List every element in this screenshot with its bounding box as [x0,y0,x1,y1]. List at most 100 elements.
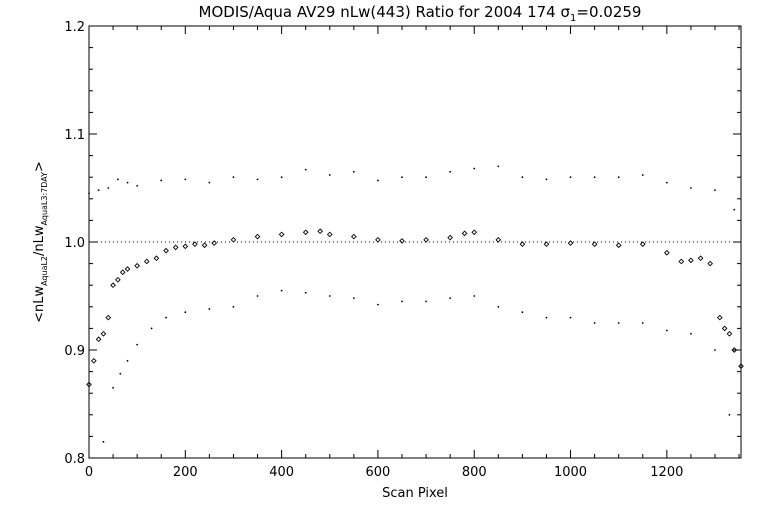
mean-ratio-point [153,255,160,262]
mean-ratio-point [143,258,150,265]
mean-ratio-point [495,237,502,243]
lower-bound-point [569,316,572,319]
y-axis-label-prefix: <nLw [32,286,47,323]
mean-ratio-point [134,262,140,269]
mean-ratio-point [115,276,121,283]
upper-bound-point [497,165,500,168]
y-tick-label: 1.0 [64,236,85,251]
upper-bound-point [449,170,452,173]
upper-bound-point [88,192,90,195]
mean-ratio-point [707,260,714,267]
x-axis-label: Scan Pixel [382,486,448,501]
mean-ratio-point [110,282,116,289]
lower-bound-point [593,322,596,324]
mean-ratio-point [302,229,309,236]
upper-bound-point [97,189,100,192]
upper-bound-point [545,178,548,181]
mean-ratio-point [317,228,323,235]
x-tick-label: 200 [173,465,198,480]
upper-bound-point [256,178,259,181]
x-tick-label: 400 [269,465,294,480]
lower-bound-point [497,305,500,308]
upper-bound-point [377,179,379,182]
sigma-subscript: 1 [570,13,576,24]
lower-bound-point [377,303,379,306]
upper-bound-point [714,189,716,192]
lower-bound-point [150,327,153,330]
x-tick-label: 0 [85,465,93,480]
mean-ratio-point [731,347,738,353]
sigma-value: =0.0259 [576,3,641,21]
mean-ratio-point [639,241,646,247]
mean-ratio-point [100,330,107,337]
mean-ratio-point [172,244,179,251]
upper-bound-point [641,174,644,176]
y-axis-label-sub2: AquaL3:7DAY [40,172,49,226]
lower-bound-point [208,308,211,310]
lower-bound-point [165,316,167,319]
mean-ratio-point [90,357,97,364]
mean-ratio-point [326,231,333,238]
x-tick-label: 600 [366,465,391,480]
upper-bound-point [280,176,283,179]
upper-bound-point [521,176,524,179]
lower-bound-point [119,372,122,375]
y-tick-label: 1.1 [64,128,85,143]
upper-bound-point [665,181,668,184]
mean-ratio-point [716,314,723,321]
upper-bound-point [136,184,139,187]
lower-bound-point [401,300,403,303]
y-tick-label: 0.8 [64,452,85,467]
mean-ratio-point [664,249,670,256]
lower-bound-point [714,349,716,351]
mean-ratio-point [254,233,261,240]
mean-ratio-point [105,314,112,321]
lower-bound-point [473,295,476,297]
lower-bound-point [690,332,692,335]
y-axis-label-suffix: > [32,161,47,172]
lower-bound-point [328,295,331,297]
mean-ratio-point [447,234,453,241]
upper-bound-point [160,179,163,182]
mean-ratio-point [688,257,694,264]
mean-ratio-point [615,242,622,249]
upper-bound-point [593,176,596,179]
mean-ratio-point [211,240,218,246]
mean-ratio-point [163,247,169,254]
upper-bound-point [116,178,119,181]
lower-bound-point [280,289,283,292]
lower-bound-point [256,295,259,297]
plot-area: 0 200 400 600 800 1000 1200 0.8 0.9 1.0 1.1 1.2 [64,20,744,480]
x-tick-label: 1000 [554,465,587,480]
upper-bound-point [401,176,403,179]
upper-bound-point [473,167,476,170]
mean-ratio-point [721,325,728,332]
mean-ratio-point [567,240,574,246]
upper-bound-point [328,174,331,176]
lower-bound-point [352,297,355,300]
lower-bound-point [304,291,307,294]
lower-bound-point [728,413,731,416]
mean-ratio-point [697,255,704,262]
upper-bound-point [569,176,572,179]
mean-ratio-point [182,243,189,250]
upper-bound-point [425,176,427,179]
upper-bound-point [733,208,736,211]
y-axis-label: <nLwAquaL2/nLwAquaL3:7DAY> [32,161,49,323]
mean-ratio-point [678,258,685,265]
lower-bound-point [136,343,139,346]
y-axis-label-sub1: AquaL2 [40,256,49,286]
mean-ratio-point [543,241,550,247]
mean-ratio-point [119,269,126,276]
lower-bound-point [184,311,187,314]
mean-ratio-point [86,381,92,388]
lower-bound-point [665,329,668,332]
mean-ratio-point [230,237,237,243]
upper-bound-point [126,181,129,184]
lower-bound-point [545,316,548,319]
chart-title-main: MODIS/Aqua AV29 nLw(443) Ratio for 2004 … [199,3,561,21]
mean-ratio-point [95,336,102,343]
lower-bound-point [232,305,235,308]
mean-ratio-point [278,231,285,238]
